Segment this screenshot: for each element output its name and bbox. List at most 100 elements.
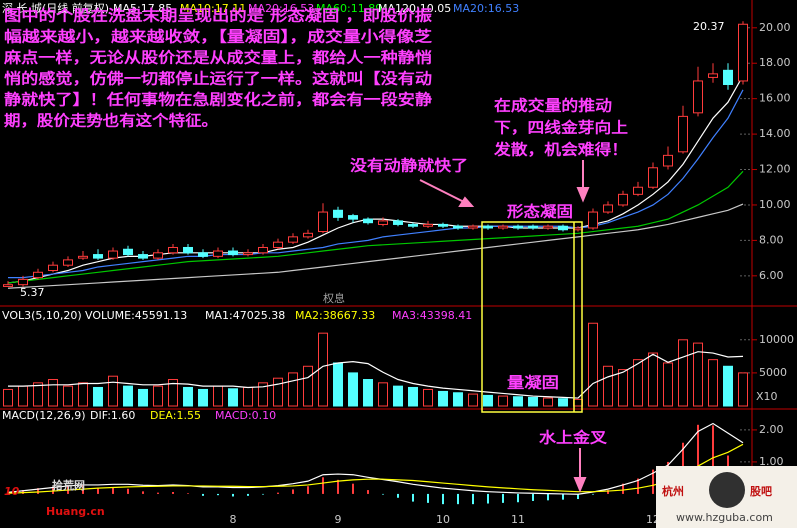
legend-entry: MA120:10.05	[378, 2, 451, 15]
watermark-city: 杭州	[662, 484, 684, 498]
y-tick-label: 16.00	[759, 92, 791, 105]
arrows	[419, 160, 590, 493]
candle-body	[663, 154, 673, 167]
volume-bar	[153, 385, 163, 407]
candle-body	[123, 248, 133, 256]
candle-body	[258, 246, 268, 254]
candle-body	[723, 69, 733, 85]
legend-entry: VOLUME:45591.13	[85, 309, 187, 322]
candle-body	[498, 225, 508, 229]
x-tick-label: 8	[230, 513, 237, 526]
arrow-head	[458, 196, 475, 207]
arrow-head	[576, 187, 590, 203]
legend-entry: MA60:11.89	[316, 2, 382, 15]
volume-bar	[378, 382, 388, 407]
y-tick-label: 14.00	[759, 127, 791, 140]
candle-body	[153, 252, 163, 259]
volume-bar	[228, 388, 238, 407]
volume-bar	[213, 385, 223, 407]
line-series	[7, 170, 744, 284]
legend-entry: DEA:1.55	[150, 409, 201, 422]
volume-bar	[33, 382, 43, 407]
candle-body	[618, 193, 628, 206]
legend-entry: DIF:1.60	[90, 409, 135, 422]
line-series	[7, 443, 744, 494]
candle-body	[63, 259, 73, 266]
legend-entry: MA20:16.53	[453, 2, 519, 15]
volume-bar	[93, 386, 103, 407]
volume-bar	[678, 339, 688, 407]
event-label: 权息	[323, 291, 345, 305]
candle-body	[198, 252, 208, 257]
breakout-note: 在成交量的推动	[494, 97, 612, 115]
volume-bar	[3, 388, 13, 407]
candle-body	[648, 167, 658, 188]
legend-entry: MA2:38667.33	[295, 309, 375, 322]
volume-bar	[543, 397, 553, 407]
candle-body	[168, 246, 178, 254]
y-tick-label: 12.00	[759, 163, 791, 176]
volume-bar	[318, 332, 328, 407]
volume-bar	[633, 359, 643, 407]
volume-bar	[558, 398, 568, 407]
volume-bar	[198, 388, 208, 407]
candle-body	[483, 225, 493, 229]
volume-bar	[708, 359, 718, 407]
volume-bar	[258, 382, 268, 407]
legend-entry: MA20:16.53	[248, 2, 314, 15]
y-tick-label: 10.00	[759, 198, 791, 211]
volume-bar	[273, 377, 283, 407]
legend-entry: MACD:0.10	[215, 409, 276, 422]
volume-bar	[693, 342, 703, 407]
price-freeze-note: 形态凝固	[507, 203, 573, 221]
candle-body	[3, 284, 13, 287]
y-tick-label: 20.00	[759, 21, 791, 34]
watermark-logo: 10	[4, 485, 20, 498]
watermark-left: 10 拾荒网 Huang.cn	[4, 478, 105, 518]
note-line: 悄的感觉，仿佛一切都停止运行了一样。这就叫【没有动	[4, 70, 432, 88]
candle-body	[243, 252, 253, 256]
candle-body	[318, 211, 328, 233]
volume-bar	[243, 386, 253, 407]
volume-bar	[123, 385, 133, 407]
volume-bar	[453, 392, 463, 407]
volume-bar	[348, 372, 358, 407]
volume-bar	[138, 388, 148, 407]
volume-bar	[168, 379, 178, 407]
candle-body	[138, 254, 148, 259]
watermark-right: 杭州 股吧 www.hzguba.com	[656, 466, 797, 528]
volume-bar	[288, 372, 298, 407]
line-series	[8, 351, 744, 399]
candle-body	[393, 220, 403, 225]
watermark-site: www.hzguba.com	[676, 511, 773, 524]
y-tick-label: 6.00	[759, 269, 784, 282]
breakout-note: 发散，机会难得！	[493, 141, 628, 159]
unit-label: X10	[756, 390, 778, 403]
volume-bar	[18, 385, 28, 407]
volume-bar	[408, 386, 418, 407]
volume-bar	[303, 365, 313, 407]
volume-bar	[468, 393, 478, 407]
candle-body	[603, 204, 613, 213]
volume-bar	[663, 362, 673, 407]
candle-body	[408, 223, 418, 227]
volume-bar	[108, 375, 118, 407]
x-tick-label: 11	[511, 513, 525, 526]
candle-body	[363, 218, 373, 224]
candle-body	[513, 225, 523, 229]
panel-title: VOL3(5,10,20)	[2, 309, 82, 322]
volume-freeze-note: 量凝固	[507, 374, 559, 392]
watermark-icon	[709, 472, 745, 508]
volume-bar	[438, 390, 448, 407]
candle-body	[228, 250, 238, 256]
arrow-head	[573, 477, 587, 493]
panel-title: 深 长 城(日线 前复权)	[2, 1, 109, 15]
volume-bar	[603, 365, 613, 407]
candle-body	[273, 241, 283, 248]
candle-body	[48, 264, 58, 272]
volume-bar	[363, 379, 373, 407]
candle-body	[453, 225, 463, 229]
volume-bar	[513, 396, 523, 407]
paragraph: 图中的个股在洗盘末期呈现出的是 形态凝固 ，即股价振 幅越来越小，越来越收敛，【…	[3, 7, 432, 130]
volume-bar	[63, 385, 73, 407]
